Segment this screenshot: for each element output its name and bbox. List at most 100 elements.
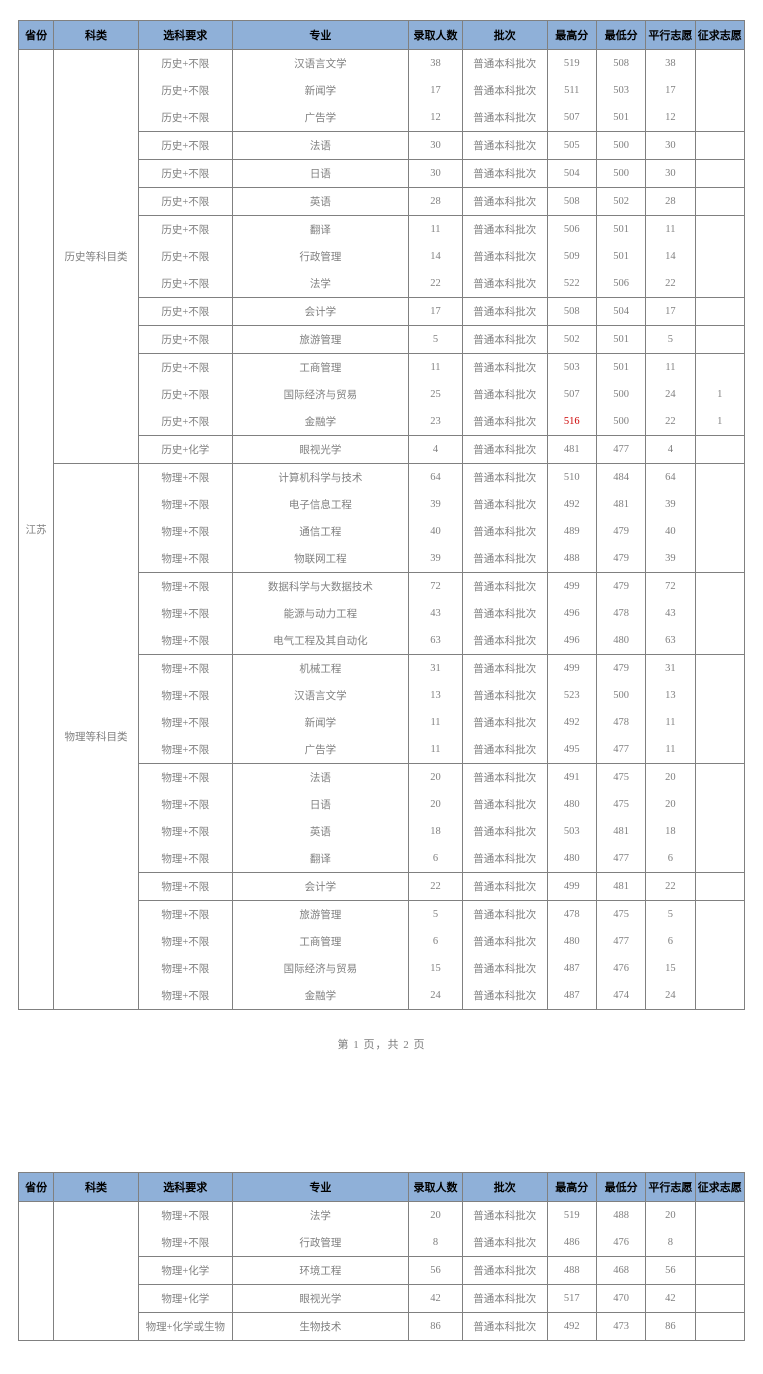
cell-px: 15: [646, 955, 695, 982]
cell-high: 492: [547, 709, 596, 736]
cell-px: 5: [646, 901, 695, 929]
cell-enroll: 38: [408, 50, 462, 78]
cell-low: 470: [596, 1285, 645, 1313]
cell-zj: [695, 104, 744, 132]
cell-zj: [695, 736, 744, 764]
cell-px: 20: [646, 1202, 695, 1230]
cell-enroll: 14: [408, 243, 462, 270]
hdr-enroll: 录取人数: [408, 1173, 462, 1202]
cell-high: 492: [547, 1313, 596, 1341]
cell-requirement: 历史+不限: [138, 270, 232, 298]
cell-low: 479: [596, 545, 645, 573]
cell-requirement: 物理+化学: [138, 1285, 232, 1313]
admission-table-page2: 省份 科类 选科要求 专业 录取人数 批次 最高分 最低分 平行志愿 征求志愿 …: [18, 1172, 745, 1341]
cell-requirement: 物理+不限: [138, 928, 232, 955]
cell-requirement: 历史+不限: [138, 50, 232, 78]
cell-zj: [695, 436, 744, 464]
cell-px: 6: [646, 845, 695, 873]
cell-low: 503: [596, 77, 645, 104]
cell-low: 478: [596, 709, 645, 736]
cell-low: 502: [596, 188, 645, 216]
cell-major: 国际经济与贸易: [232, 955, 408, 982]
cell-major: 金融学: [232, 982, 408, 1010]
cell-zj: [695, 791, 744, 818]
cell-px: 4: [646, 436, 695, 464]
cell-category: 物理等科目类: [54, 464, 139, 1010]
cell-enroll: 15: [408, 955, 462, 982]
cell-batch: 普通本科批次: [463, 627, 548, 655]
cell-major: 生物技术: [232, 1313, 408, 1341]
cell-enroll: 17: [408, 77, 462, 104]
cell-major: 日语: [232, 791, 408, 818]
cell-major: 环境工程: [232, 1257, 408, 1285]
hdr-province: 省份: [19, 21, 54, 50]
cell-batch: 普通本科批次: [463, 600, 548, 627]
cell-requirement: 历史+不限: [138, 381, 232, 408]
hdr-low: 最低分: [596, 21, 645, 50]
cell-batch: 普通本科批次: [463, 736, 548, 764]
cell-enroll: 13: [408, 682, 462, 709]
cell-requirement: 物理+不限: [138, 655, 232, 683]
cell-batch: 普通本科批次: [463, 1229, 548, 1257]
cell-low: 476: [596, 1229, 645, 1257]
cell-high: 522: [547, 270, 596, 298]
cell-zj: [695, 50, 744, 78]
cell-zj: [695, 491, 744, 518]
cell-px: 13: [646, 682, 695, 709]
cell-enroll: 31: [408, 655, 462, 683]
cell-batch: 普通本科批次: [463, 104, 548, 132]
cell-enroll: 40: [408, 518, 462, 545]
cell-requirement: 物理+不限: [138, 682, 232, 709]
cell-enroll: 20: [408, 764, 462, 792]
hdr-category: 科类: [54, 21, 139, 50]
cell-high: 511: [547, 77, 596, 104]
cell-px: 24: [646, 381, 695, 408]
cell-high: 508: [547, 188, 596, 216]
admission-table-page1: 省份 科类 选科要求 专业 录取人数 批次 最高分 最低分 平行志愿 征求志愿 …: [18, 20, 745, 1010]
cell-requirement: 物理+不限: [138, 873, 232, 901]
cell-enroll: 28: [408, 188, 462, 216]
cell-requirement: 历史+不限: [138, 326, 232, 354]
cell-zj: [695, 764, 744, 792]
cell-low: 500: [596, 381, 645, 408]
cell-major: 工商管理: [232, 928, 408, 955]
cell-requirement: 物理+不限: [138, 600, 232, 627]
cell-zj: [695, 709, 744, 736]
cell-enroll: 25: [408, 381, 462, 408]
cell-enroll: 17: [408, 298, 462, 326]
cell-batch: 普通本科批次: [463, 545, 548, 573]
cell-major: 翻译: [232, 216, 408, 244]
cell-enroll: 42: [408, 1285, 462, 1313]
cell-px: 12: [646, 104, 695, 132]
cell-batch: 普通本科批次: [463, 791, 548, 818]
cell-requirement: 物理+不限: [138, 901, 232, 929]
cell-enroll: 8: [408, 1229, 462, 1257]
cell-high: 488: [547, 545, 596, 573]
cell-requirement: 历史+不限: [138, 77, 232, 104]
cell-major: 机械工程: [232, 655, 408, 683]
cell-low: 501: [596, 354, 645, 382]
cell-px: 20: [646, 764, 695, 792]
cell-enroll: 4: [408, 436, 462, 464]
cell-low: 477: [596, 736, 645, 764]
cell-low: 475: [596, 791, 645, 818]
cell-batch: 普通本科批次: [463, 901, 548, 929]
cell-zj: [695, 298, 744, 326]
cell-enroll: 43: [408, 600, 462, 627]
cell-category: 历史等科目类: [54, 50, 139, 464]
cell-batch: 普通本科批次: [463, 243, 548, 270]
cell-batch: 普通本科批次: [463, 464, 548, 492]
cell-high: 480: [547, 791, 596, 818]
cell-zj: [695, 77, 744, 104]
cell-px: 5: [646, 326, 695, 354]
cell-low: 477: [596, 928, 645, 955]
cell-high: 509: [547, 243, 596, 270]
hdr-parallel: 平行志愿: [646, 1173, 695, 1202]
cell-high: 487: [547, 982, 596, 1010]
cell-major: 计算机科学与技术: [232, 464, 408, 492]
cell-enroll: 20: [408, 1202, 462, 1230]
cell-zj: [695, 955, 744, 982]
table-body-p2: 物理+不限法学20普通本科批次51948820物理+不限行政管理8普通本科批次4…: [19, 1202, 745, 1341]
cell-batch: 普通本科批次: [463, 491, 548, 518]
hdr-requirement: 选科要求: [138, 1173, 232, 1202]
